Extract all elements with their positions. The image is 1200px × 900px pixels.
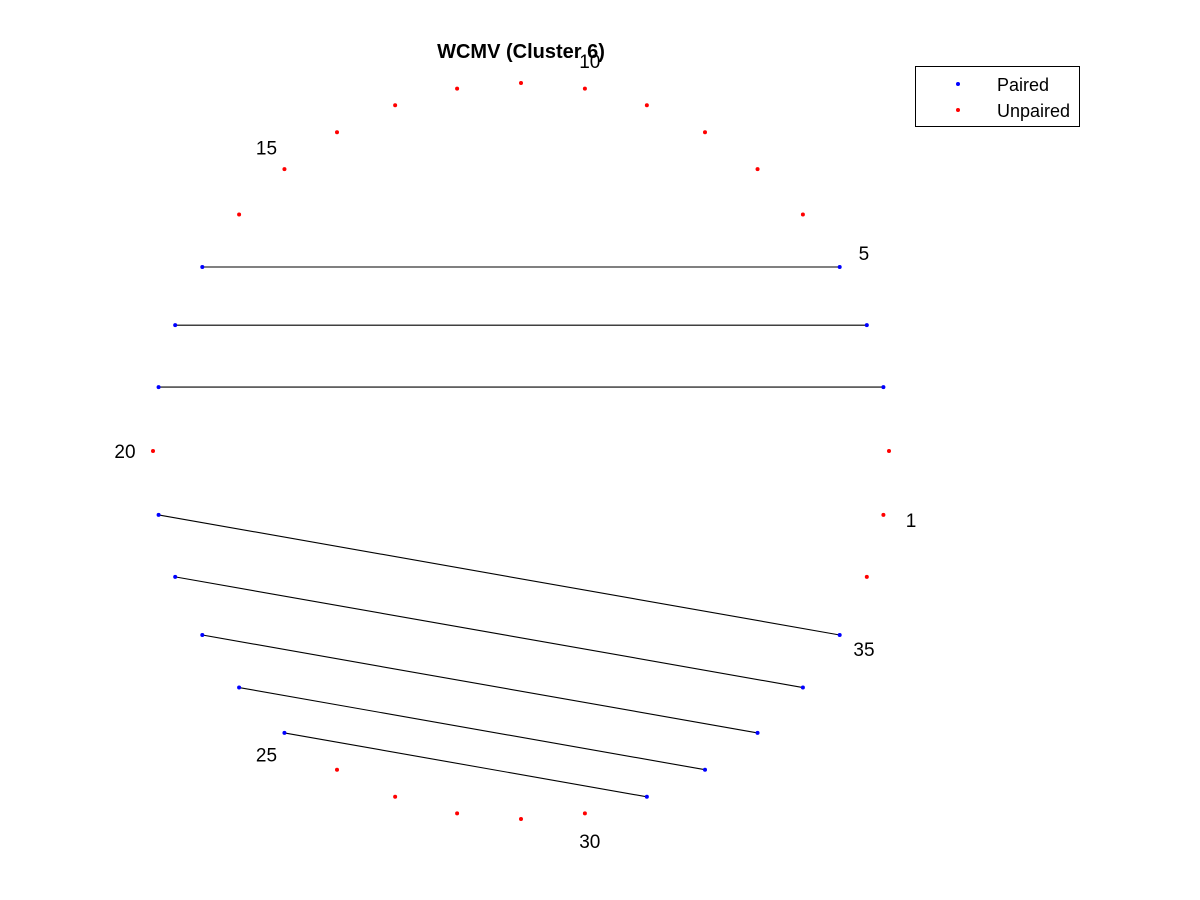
position-label-10: 10 bbox=[579, 52, 600, 73]
unpaired-point-26 bbox=[335, 767, 339, 772]
unpaired-point-28 bbox=[455, 811, 460, 816]
legend-paired-label: Paired bbox=[997, 75, 1049, 95]
position-label-30: 30 bbox=[579, 832, 600, 853]
legend-unpaired-marker bbox=[956, 108, 960, 112]
paired-point-5 bbox=[837, 265, 842, 269]
position-label-35: 35 bbox=[853, 640, 874, 661]
unpaired-point-9 bbox=[644, 103, 649, 108]
paired-point-24 bbox=[237, 685, 242, 690]
unpaired-point-36 bbox=[864, 574, 869, 579]
pair-link-24-32 bbox=[239, 687, 706, 771]
paired-point-22 bbox=[173, 574, 178, 579]
position-label-15: 15 bbox=[256, 139, 277, 160]
pair-link-23-33 bbox=[202, 634, 758, 734]
unpaired-point-6 bbox=[800, 212, 805, 217]
position-label-25: 25 bbox=[256, 745, 277, 766]
paired-point-32 bbox=[703, 767, 707, 772]
pair-link-21-35 bbox=[158, 514, 840, 636]
unpaired-point-14 bbox=[335, 130, 339, 135]
paired-point-31 bbox=[644, 794, 649, 799]
legend-unpaired-label: Unpaired bbox=[997, 101, 1070, 121]
pair-link-25-31 bbox=[284, 732, 647, 798]
unpaired-point-8 bbox=[703, 130, 707, 135]
chart-title: WCMV (Cluster 6) bbox=[437, 41, 605, 63]
unpaired-point-29 bbox=[519, 817, 523, 821]
paired-point-4 bbox=[864, 323, 869, 328]
unpaired-point-7 bbox=[755, 167, 760, 172]
legend-paired-marker bbox=[956, 82, 960, 86]
position-label-20: 20 bbox=[114, 442, 135, 463]
unpaired-point-11 bbox=[519, 81, 523, 85]
unpaired-point-20 bbox=[151, 449, 155, 453]
position-points bbox=[151, 81, 891, 821]
unpaired-point-30 bbox=[582, 811, 587, 816]
position-label-1: 1 bbox=[906, 511, 917, 532]
paired-point-17 bbox=[200, 265, 205, 269]
paired-point-19 bbox=[156, 385, 161, 390]
pair-links bbox=[158, 266, 884, 798]
unpaired-point-2 bbox=[887, 449, 891, 453]
paired-point-23 bbox=[200, 633, 205, 637]
legend: Paired Unpaired bbox=[915, 66, 1080, 127]
unpaired-point-15 bbox=[282, 167, 287, 172]
paired-point-33 bbox=[755, 730, 760, 735]
paired-point-34 bbox=[800, 685, 805, 690]
paired-point-25 bbox=[282, 730, 287, 735]
paired-point-3 bbox=[881, 385, 886, 390]
unpaired-point-12 bbox=[455, 86, 460, 91]
unpaired-point-27 bbox=[393, 794, 398, 799]
unpaired-point-13 bbox=[393, 103, 398, 108]
position-label-5: 5 bbox=[859, 244, 870, 265]
pair-link-22-34 bbox=[175, 576, 803, 689]
paired-point-18 bbox=[173, 323, 178, 328]
legend-box bbox=[915, 66, 1080, 127]
unpaired-point-1 bbox=[881, 512, 886, 517]
unpaired-point-10 bbox=[582, 86, 587, 91]
paired-point-21 bbox=[156, 512, 161, 517]
unpaired-point-16 bbox=[237, 212, 242, 217]
paired-point-35 bbox=[837, 633, 842, 637]
